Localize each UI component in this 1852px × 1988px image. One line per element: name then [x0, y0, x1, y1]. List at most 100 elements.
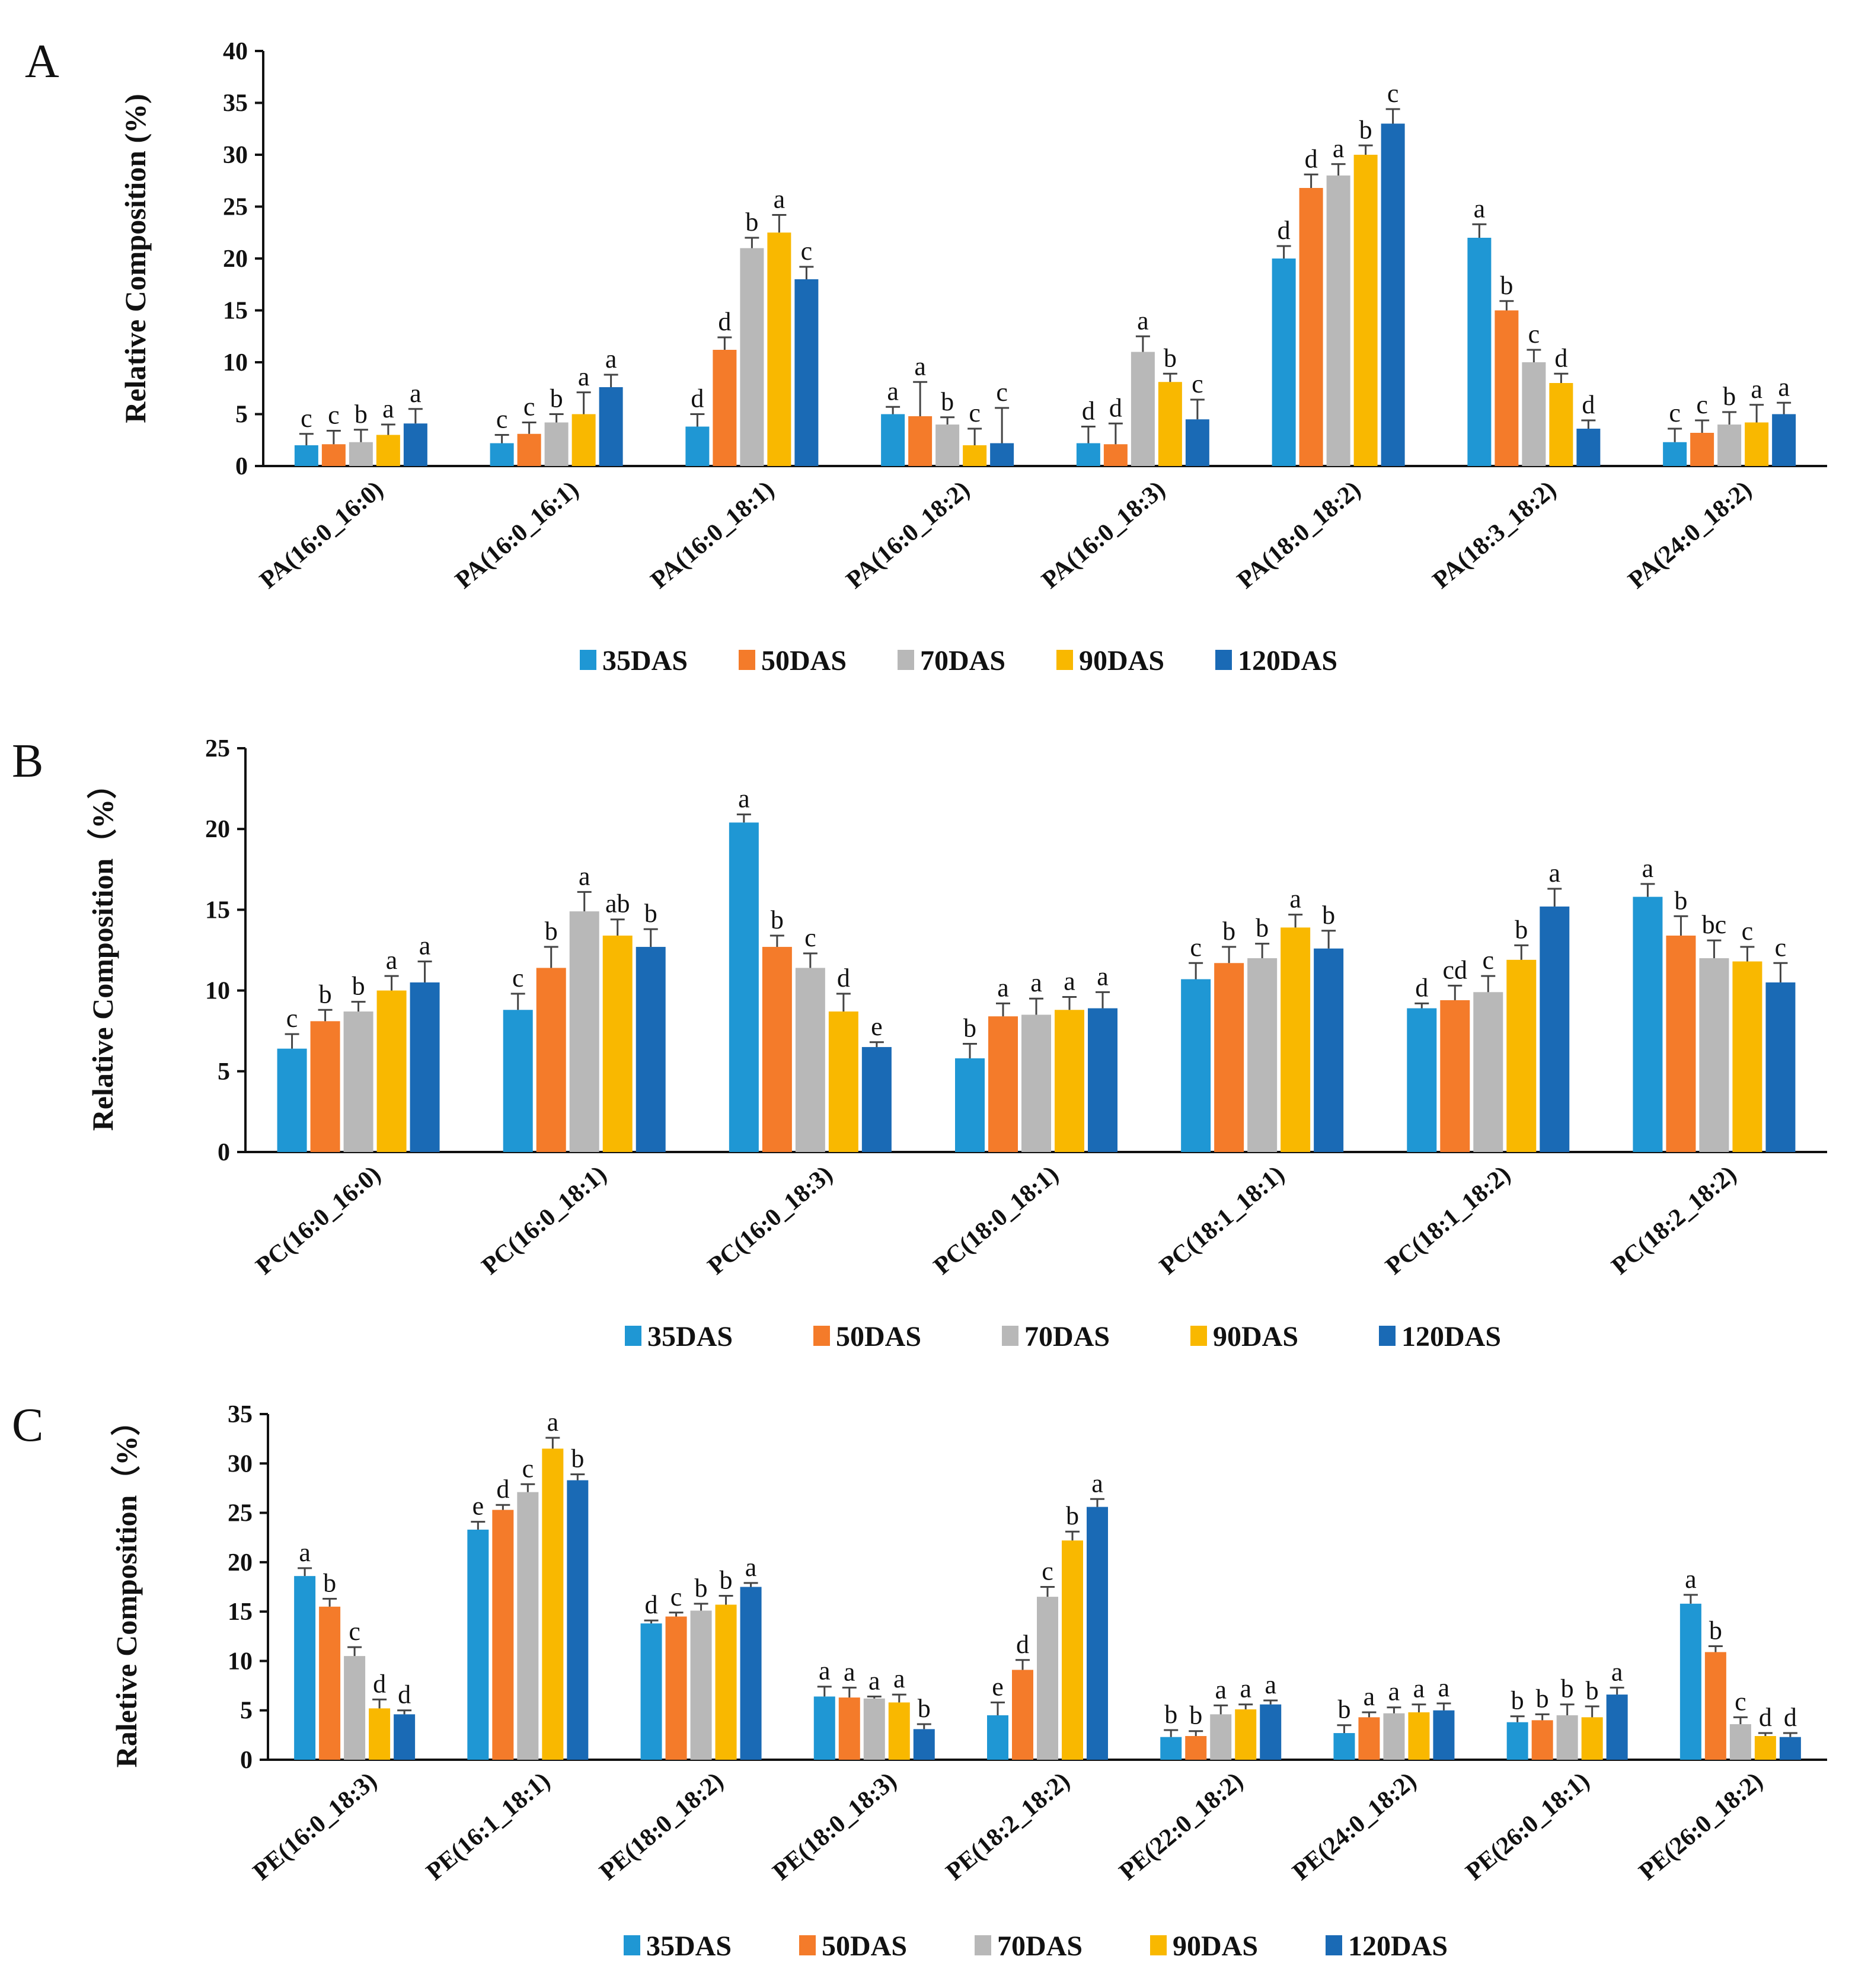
significance-letter: c [1742, 917, 1754, 946]
bar-50DAS [1704, 1652, 1726, 1760]
bar-120DAS [1185, 419, 1209, 466]
bar-90DAS [1281, 927, 1311, 1152]
bar-50DAS [665, 1616, 687, 1760]
x-tick-label: PE(16:0_18:3) [248, 1767, 382, 1885]
legend-swatch [1379, 1326, 1396, 1346]
bar-90DAS [1754, 1736, 1776, 1760]
bar-120DAS [1765, 982, 1796, 1152]
bar-70DAS [740, 248, 764, 466]
legend-label: 120DAS [1401, 1321, 1501, 1352]
legend-swatch [1190, 1326, 1207, 1346]
significance-letter: a [738, 784, 750, 813]
significance-letter: a [419, 931, 431, 961]
bar-90DAS [1062, 1540, 1083, 1760]
bar-50DAS [988, 1016, 1018, 1152]
significance-letter: e [992, 1672, 1004, 1701]
bar-50DAS [1012, 1670, 1033, 1760]
bar-35DAS [685, 426, 710, 466]
significance-letter: b [1359, 115, 1372, 144]
significance-letter: b [1189, 1701, 1202, 1730]
significance-letter: b [1256, 914, 1269, 943]
significance-letter: c [512, 963, 524, 993]
significance-letter: c [523, 393, 535, 422]
bar-50DAS [492, 1510, 514, 1760]
x-tick-label: PA(24:0_18:2) [1623, 476, 1757, 594]
legend-label: 70DAS [920, 645, 1005, 677]
y-tick-label: 15 [228, 1598, 253, 1626]
y-tick-label: 35 [223, 90, 248, 117]
significance-letter: c [801, 237, 813, 266]
legend-label: 120DAS [1238, 645, 1337, 677]
bar-90DAS [1235, 1709, 1257, 1760]
bar-50DAS [713, 350, 737, 466]
significance-letter: c [1696, 390, 1708, 419]
significance-letter: c [1528, 320, 1540, 349]
significance-letter: a [605, 344, 617, 374]
bar-35DAS [955, 1058, 985, 1152]
bar-120DAS [1772, 414, 1796, 466]
bar-35DAS [277, 1048, 307, 1152]
legend-label: 70DAS [997, 1930, 1083, 1962]
x-tick-label: PE(18:0_18:3) [768, 1767, 902, 1885]
significance-letter: b [1515, 915, 1528, 944]
bar-90DAS [1408, 1712, 1430, 1760]
significance-letter: d [1415, 973, 1428, 1002]
bar-35DAS [729, 822, 759, 1152]
significance-letter: c [804, 923, 816, 952]
bar-50DAS [321, 444, 346, 466]
bar-120DAS [913, 1729, 935, 1760]
bar-120DAS [1779, 1737, 1801, 1760]
significance-letter: c [670, 1582, 682, 1612]
legend-swatch [898, 650, 914, 670]
significance-letter: b [941, 387, 954, 416]
bar-120DAS [1606, 1695, 1628, 1760]
legend-swatch [1326, 1935, 1342, 1955]
x-tick-label: PC(16:0_18:1) [477, 1160, 612, 1280]
bar-70DAS [1210, 1714, 1232, 1760]
significance-letter: a [382, 394, 394, 423]
x-tick-label: PA(18:3_18:2) [1428, 476, 1562, 594]
x-tick-label: PA(18:0_18:2) [1232, 476, 1366, 594]
x-tick-label: PC(18:2_18:2) [1607, 1160, 1742, 1280]
significance-letter: a [1474, 194, 1486, 223]
significance-letter: a [410, 379, 422, 408]
bar-120DAS [599, 387, 623, 466]
x-tick-label: PC(18:0_18:1) [929, 1160, 1064, 1280]
bar-35DAS [881, 414, 905, 466]
legend-label: 35DAS [602, 645, 688, 677]
bar-120DAS [1314, 948, 1344, 1152]
significance-letter: a [1333, 134, 1345, 163]
panel-letter: A [25, 36, 59, 88]
bar-120DAS [1540, 906, 1570, 1152]
significance-letter: a [1137, 306, 1149, 335]
significance-letter: ab [605, 889, 630, 918]
bar-120DAS [636, 947, 666, 1152]
bar-70DAS [863, 1698, 885, 1760]
x-tick-label: PC(16:0_16:0) [251, 1160, 386, 1280]
significance-letter: e [472, 1492, 484, 1521]
significance-letter: a [774, 185, 785, 214]
legend-label: 50DAS [836, 1321, 921, 1352]
significance-letter: c [286, 1004, 298, 1033]
bar-70DAS [1326, 175, 1350, 466]
y-tick-label: 0 [240, 1747, 253, 1774]
legend: 35DAS 50DAS 70DAS 90DAS 120DAS [580, 645, 1337, 677]
significance-letter: a [1265, 1670, 1276, 1699]
bar-70DAS [569, 911, 599, 1152]
significance-letter: b [545, 917, 558, 946]
legend-label: 50DAS [761, 645, 847, 677]
bar-70DAS [349, 442, 373, 466]
legend-label: 90DAS [1173, 1930, 1258, 1962]
y-tick-label: 10 [228, 1648, 253, 1675]
significance-letter: a [819, 1657, 831, 1686]
significance-letter: b [1337, 1695, 1350, 1724]
bar-120DAS [1576, 429, 1601, 466]
y-tick-label: 25 [205, 735, 230, 762]
legend-swatch [813, 1326, 830, 1346]
significance-letter: b [352, 972, 365, 1001]
significance-letter: a [299, 1538, 311, 1567]
significance-letter: a [547, 1408, 559, 1437]
significance-letter: b [1674, 886, 1687, 915]
bar-90DAS [1506, 959, 1537, 1152]
